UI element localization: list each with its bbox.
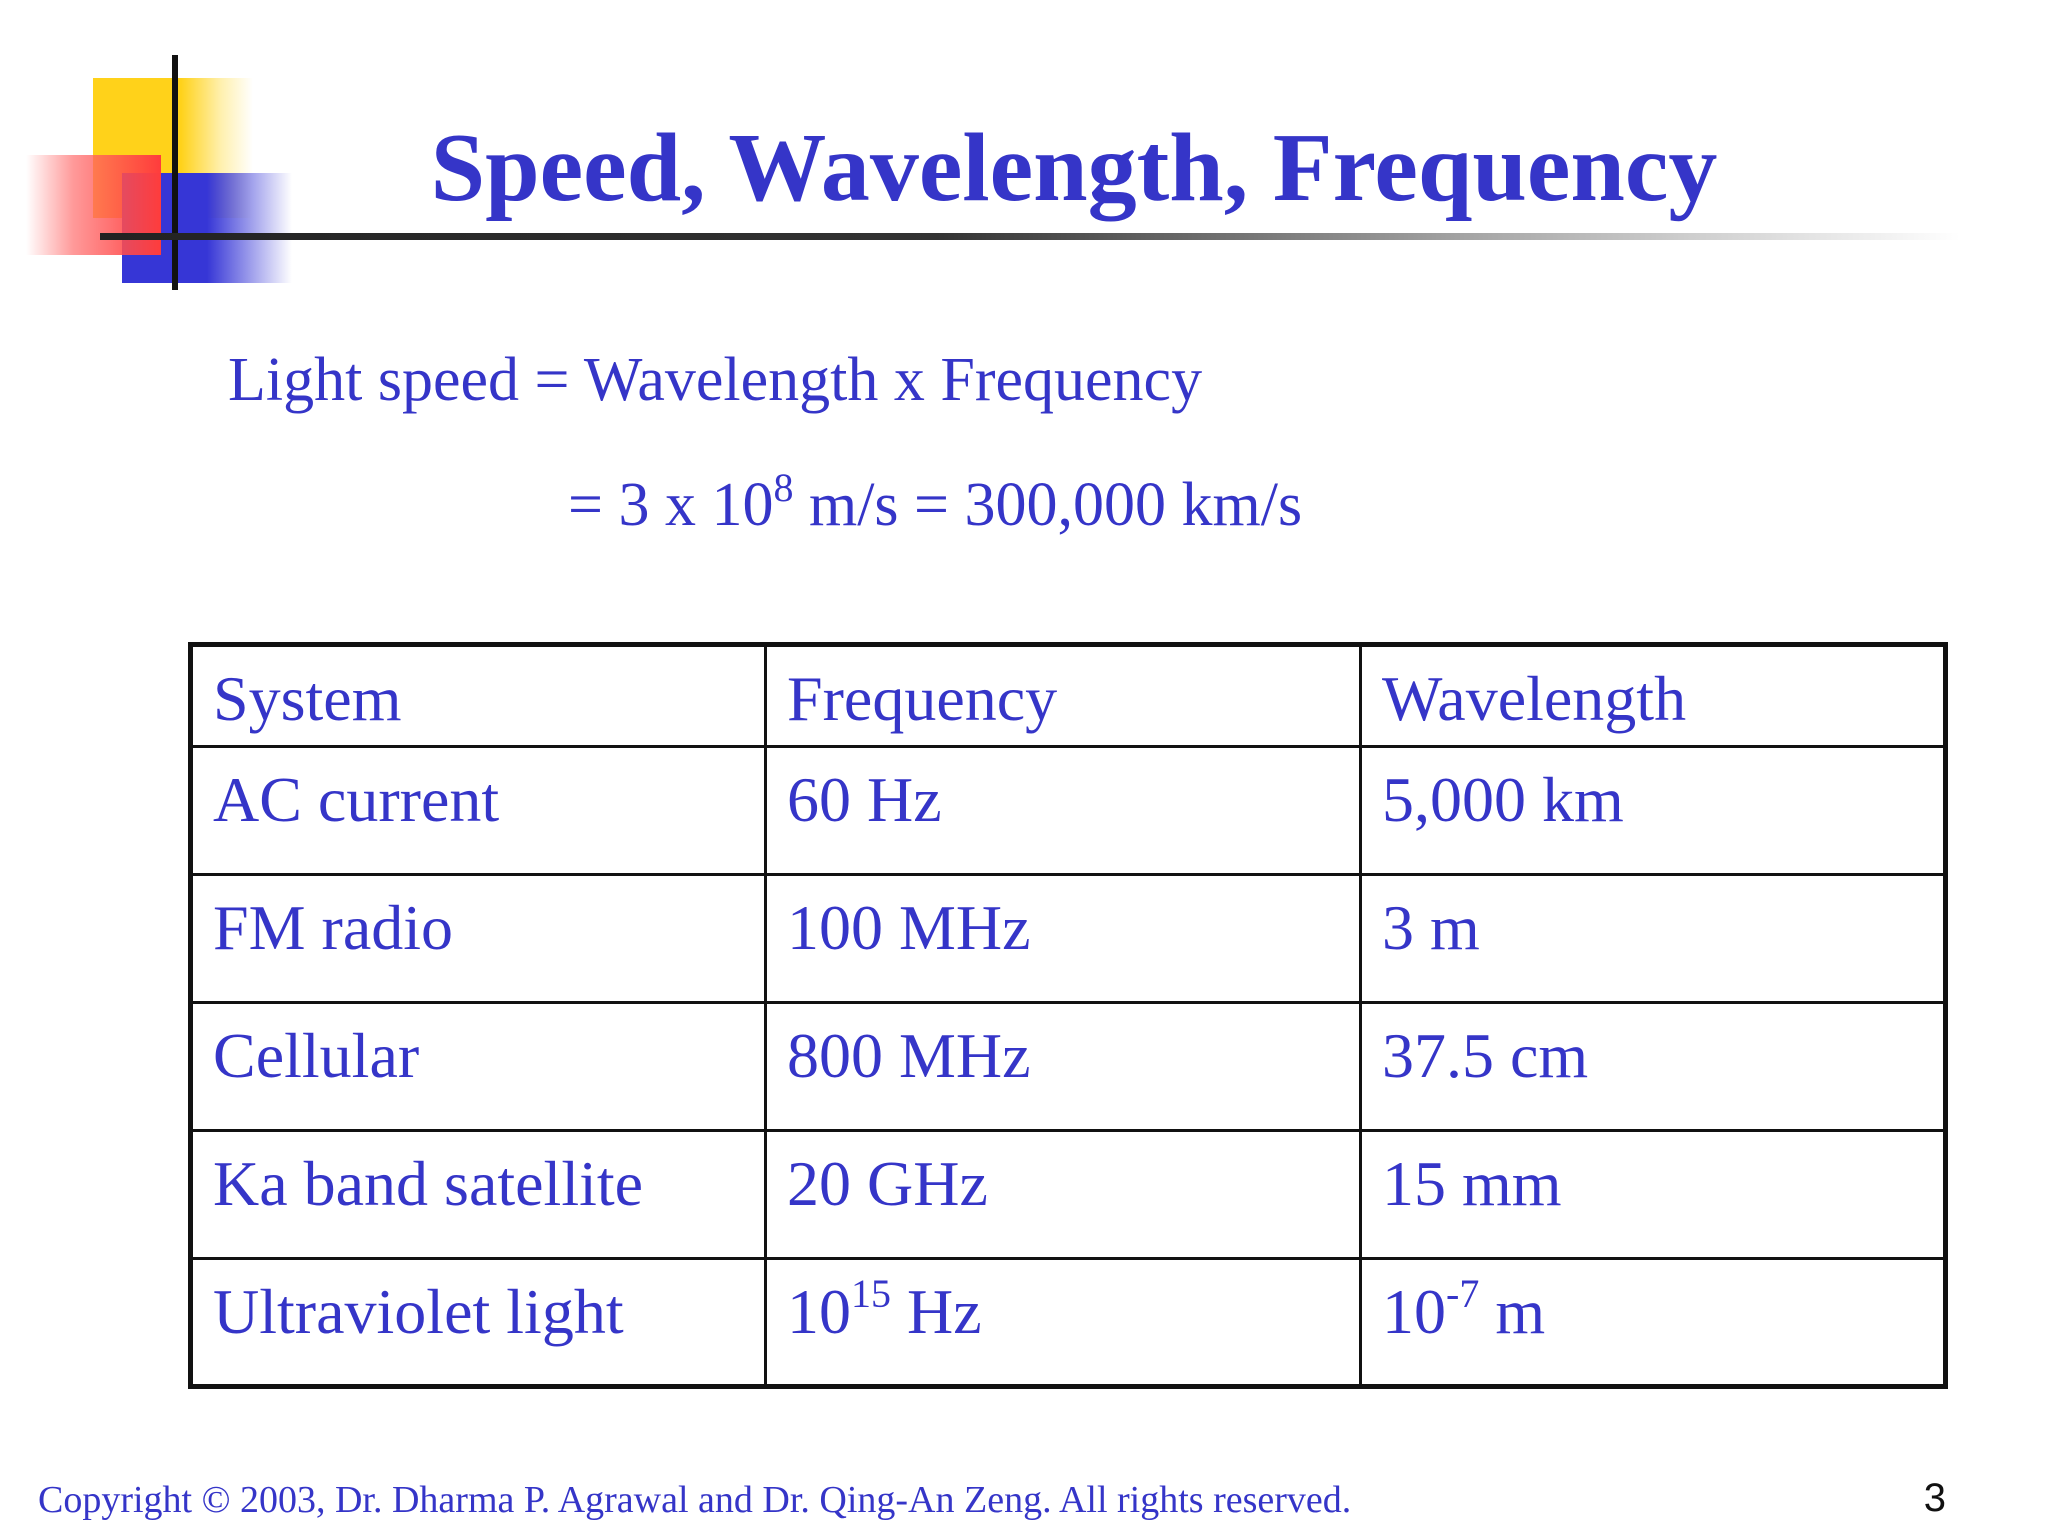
slide-title: Speed, Wavelength, Frequency <box>430 114 1718 222</box>
cell-system: AC current <box>189 745 767 876</box>
formula-exponent: 8 <box>773 465 794 510</box>
wavelength-unit: m <box>1479 1276 1546 1347</box>
header-system: System <box>189 643 767 748</box>
frequency-unit: Hz <box>891 1276 982 1347</box>
table-row: AC current 60 Hz 5,000 km <box>189 745 1947 876</box>
cell-frequency: 20 GHz <box>764 1129 1362 1260</box>
table-header-row: System Frequency Wavelength <box>189 643 1947 748</box>
frequency-exponent: 15 <box>851 1271 891 1316</box>
cell-wavelength: 15 mm <box>1359 1129 1947 1260</box>
wavelength-value: 10 <box>1382 1276 1446 1347</box>
cell-system: FM radio <box>189 873 767 1004</box>
formula-line-2-prefix: = 3 x 10 <box>568 471 774 539</box>
table-row: Ultraviolet light 1015 Hz 10-7 m <box>189 1257 1947 1388</box>
header-wavelength: Wavelength <box>1359 643 1947 748</box>
formula-line-2-suffix: m/s = 300,000 km/s <box>793 471 1303 539</box>
cell-frequency: 1015 Hz <box>764 1257 1362 1388</box>
frequency-value: 20 GHz <box>787 1148 988 1219</box>
cell-frequency: 100 MHz <box>764 873 1362 1004</box>
vertical-line <box>172 55 178 290</box>
cell-wavelength: 37.5 cm <box>1359 1001 1947 1132</box>
frequency-value: 10 <box>787 1276 851 1347</box>
cell-system: Ultraviolet light <box>189 1257 767 1388</box>
wavelength-value: 15 mm <box>1382 1148 1562 1219</box>
table-row: FM radio 100 MHz 3 m <box>189 873 1947 1004</box>
wavelength-value: 3 m <box>1382 892 1480 963</box>
cell-wavelength: 5,000 km <box>1359 745 1947 876</box>
cell-wavelength: 10-7 m <box>1359 1257 1947 1388</box>
cell-frequency: 60 Hz <box>764 745 1362 876</box>
corner-decoration <box>0 0 320 300</box>
cell-frequency: 800 MHz <box>764 1001 1362 1132</box>
wavelength-exponent: -7 <box>1446 1271 1480 1316</box>
table-row: Cellular 800 MHz 37.5 cm <box>189 1001 1947 1132</box>
cell-wavelength: 3 m <box>1359 873 1947 1004</box>
table-row: Ka band satellite 20 GHz 15 mm <box>189 1129 1947 1260</box>
frequency-value: 60 Hz <box>787 764 942 835</box>
frequency-value: 800 MHz <box>787 1020 1031 1091</box>
wavelength-value: 5,000 km <box>1382 764 1624 835</box>
copyright-footer: Copyright © 2003, Dr. Dharma P. Agrawal … <box>38 1479 1352 1521</box>
header-frequency: Frequency <box>764 643 1362 748</box>
frequency-value: 100 MHz <box>787 892 1031 963</box>
page-number: 3 <box>1923 1476 1946 1520</box>
title-rule <box>100 233 1960 240</box>
systems-table: System Frequency Wavelength AC current 6… <box>188 642 1948 1389</box>
formula-line-2: = 3 x 108 m/s = 300,000 km/s <box>568 465 1303 541</box>
cell-system: Cellular <box>189 1001 767 1132</box>
cell-system: Ka band satellite <box>189 1129 767 1260</box>
wavelength-value: 37.5 cm <box>1382 1020 1589 1091</box>
formula-line-1: Light speed = Wavelength x Frequency <box>228 346 1203 414</box>
